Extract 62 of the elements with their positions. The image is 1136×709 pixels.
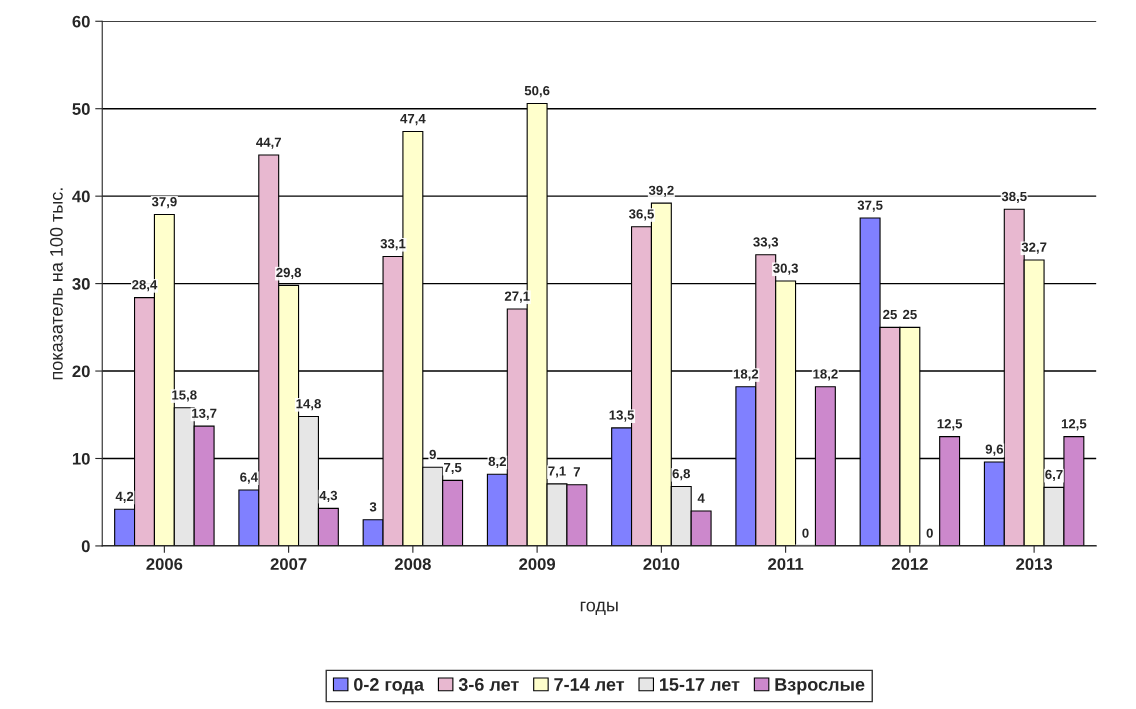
data-label: 13,7 xyxy=(192,408,217,420)
data-label: 33,3 xyxy=(753,237,779,249)
x-tick-label: 2013 xyxy=(1016,558,1053,570)
legend-label: 7-14 лет xyxy=(554,678,625,691)
data-label: 38,5 xyxy=(1001,191,1027,204)
data-label: 39,2 xyxy=(648,185,674,197)
legend-label: 15-17 лет xyxy=(660,678,740,691)
data-label: 18,2 xyxy=(733,369,759,381)
data-label: 15,8 xyxy=(172,390,197,402)
data-label: 30,3 xyxy=(773,263,798,275)
legend-label: 0-2 года xyxy=(354,678,425,695)
y-tick-label: 30 xyxy=(72,278,90,290)
x-tick-label: 2009 xyxy=(519,558,556,570)
data-label: 0 xyxy=(802,528,809,538)
x-tick-label: 2008 xyxy=(394,558,431,570)
y-tick-label: 60 xyxy=(72,15,90,28)
data-label: 13,5 xyxy=(609,410,635,422)
x-tick-label: 2006 xyxy=(146,558,183,570)
y-tick-label: 0 xyxy=(81,540,90,553)
data-label: 44,7 xyxy=(256,137,281,149)
data-label: 6,4 xyxy=(240,472,258,484)
data-label: 7,1 xyxy=(548,466,566,478)
data-label: 6,8 xyxy=(672,468,691,481)
data-label: 9,6 xyxy=(985,444,1004,456)
data-label: 50,6 xyxy=(524,85,550,98)
data-label: 32,7 xyxy=(1021,242,1047,254)
x-tick-label: 2007 xyxy=(270,558,307,570)
data-label: 25 xyxy=(902,309,917,320)
data-label: 8,2 xyxy=(488,456,506,468)
data-label: 12,5 xyxy=(937,419,963,431)
y-tick-label: 40 xyxy=(72,190,90,203)
data-label: 36,5 xyxy=(628,209,654,221)
y-tick-label: 50 xyxy=(72,103,90,115)
x-axis-title: годы xyxy=(580,601,618,615)
data-label: 29,8 xyxy=(276,267,302,280)
data-label: 37,9 xyxy=(151,197,177,209)
data-label: 25 xyxy=(883,309,897,320)
y-tick-label: 20 xyxy=(72,365,90,378)
data-label: 12,5 xyxy=(1061,419,1087,431)
x-tick-label: 2010 xyxy=(643,558,680,570)
data-label: 0 xyxy=(926,528,933,538)
data-label: 7,5 xyxy=(444,462,462,475)
data-label: 37,5 xyxy=(857,200,883,212)
data-label: 6,7 xyxy=(1045,469,1063,482)
legend-label: Взрослые xyxy=(775,678,865,695)
data-label: 3 xyxy=(369,502,377,512)
data-label: 27,1 xyxy=(504,291,530,303)
x-tick-label: 2012 xyxy=(891,558,928,570)
data-label: 28,4 xyxy=(132,280,158,292)
data-label: 9 xyxy=(429,449,436,460)
y-axis-title: показатель на 100 тыс. xyxy=(49,188,63,380)
data-label: 4,2 xyxy=(115,491,134,503)
data-label: 4,3 xyxy=(319,490,338,503)
y-tick-label: 10 xyxy=(72,452,90,465)
legend-label: 3-6 лет xyxy=(458,678,519,691)
data-label: 7 xyxy=(573,467,580,477)
x-tick-label: 2011 xyxy=(768,558,804,570)
data-label: 47,4 xyxy=(400,114,426,126)
data-label: 18,2 xyxy=(813,369,838,381)
data-label: 14,8 xyxy=(296,399,321,411)
data-label: 33,1 xyxy=(380,238,406,251)
data-label: 4 xyxy=(697,493,705,503)
